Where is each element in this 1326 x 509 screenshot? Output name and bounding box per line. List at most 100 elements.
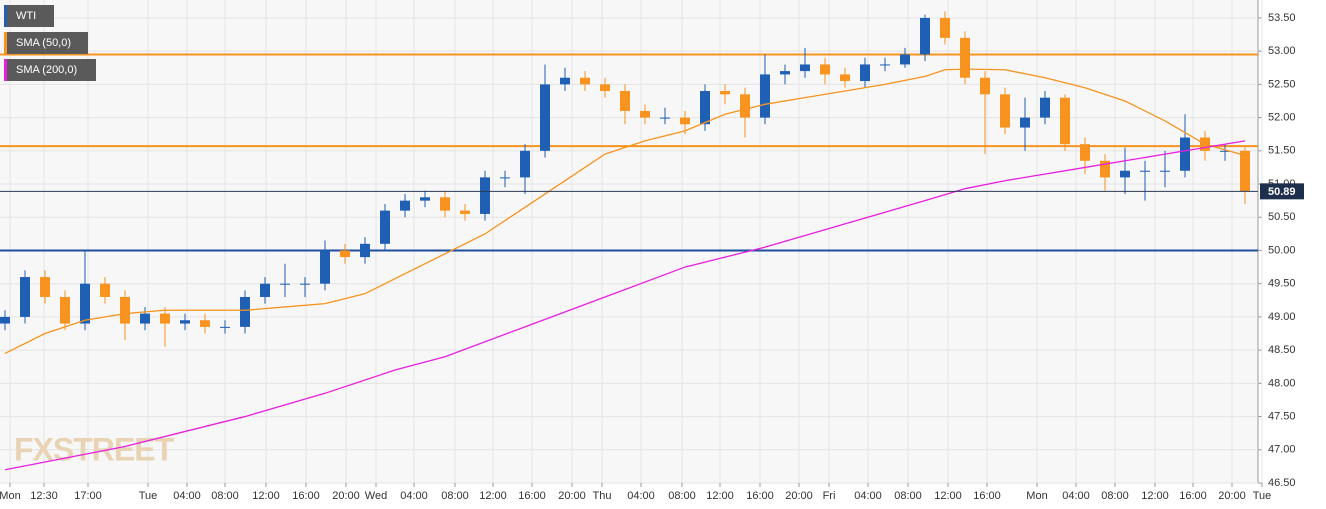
candle-body	[520, 150, 530, 178]
candle-body	[840, 74, 850, 82]
x-tick-label: 08:00	[1101, 490, 1129, 502]
candle-body	[0, 316, 10, 324]
candle-body	[500, 177, 510, 179]
y-tick-label: 46.50	[1268, 477, 1296, 489]
candle-body	[1220, 150, 1230, 152]
x-tick-label: 16:00	[292, 490, 320, 502]
candle-body	[40, 277, 50, 297]
candle-body	[860, 64, 870, 82]
sma-line	[4, 140, 1246, 471]
sma-line	[4, 68, 1246, 355]
candle-body	[1020, 117, 1030, 128]
y-tick-label: 52.00	[1268, 112, 1296, 124]
y-tick-label: 53.00	[1268, 45, 1296, 57]
x-tick-label: 08:00	[441, 490, 469, 502]
candle-body	[580, 77, 590, 85]
candle-body	[680, 117, 690, 125]
candle-body	[380, 210, 390, 244]
candle-body	[280, 283, 290, 285]
x-tick-label: 08:00	[894, 490, 922, 502]
candle-body	[1160, 170, 1170, 172]
x-tick-label: 16:00	[973, 490, 1001, 502]
candle-body	[120, 296, 130, 324]
candle-body	[1060, 97, 1070, 145]
candle-body	[880, 64, 890, 66]
candle-body	[1080, 144, 1090, 161]
candle-body	[1100, 160, 1110, 178]
x-tick-label: 12:30	[30, 490, 58, 502]
candle-body	[820, 64, 830, 75]
candle-body	[320, 250, 330, 284]
x-tick-label: 20:00	[785, 490, 813, 502]
candle-body	[780, 71, 790, 75]
y-tick-label: 53.50	[1268, 12, 1296, 24]
candle-body	[220, 326, 230, 328]
candle-body	[960, 37, 970, 78]
legend-swatch	[4, 59, 7, 81]
candle-body	[940, 17, 950, 38]
legend-label: SMA (200,0)	[16, 64, 77, 76]
candle-body	[1180, 137, 1190, 171]
x-tick-label: 04:00	[854, 490, 882, 502]
x-tick-label: 17:00	[74, 490, 102, 502]
candle-body	[800, 64, 810, 72]
candle-body	[700, 91, 710, 125]
legend-box	[4, 59, 96, 81]
candle-body	[1000, 94, 1010, 128]
x-tick-label: Mon	[1026, 490, 1047, 502]
x-tick-label: 04:00	[400, 490, 428, 502]
candle-body	[240, 296, 250, 327]
candle-body	[1140, 170, 1150, 172]
y-tick-label: 47.00	[1268, 444, 1296, 456]
legend-label: SMA (50,0)	[16, 37, 71, 49]
candle-body	[200, 320, 210, 327]
x-axis-area	[0, 483, 1258, 509]
candle-body	[20, 277, 30, 317]
x-tick-label: 12:00	[479, 490, 507, 502]
candle-body	[400, 200, 410, 211]
y-tick-label: 49.00	[1268, 311, 1296, 323]
candle-body	[760, 74, 770, 118]
candle-body	[480, 177, 490, 214]
plot	[0, 11, 1258, 471]
candle-body	[920, 17, 930, 55]
x-tick-label: 04:00	[173, 490, 201, 502]
candle-body	[1240, 150, 1250, 192]
x-tick-label: 20:00	[558, 490, 586, 502]
watermark: FXSTREET	[14, 431, 175, 467]
x-tick-label: 16:00	[746, 490, 774, 502]
x-tick-label: Wed	[365, 490, 387, 502]
x-tick-label: 04:00	[1062, 490, 1090, 502]
x-tick-label: Tue	[139, 490, 158, 502]
x-tick-label: 04:00	[627, 490, 655, 502]
y-tick-label: 49.50	[1268, 278, 1296, 290]
candle-body	[360, 243, 370, 258]
y-tick-label: 51.50	[1268, 145, 1296, 157]
x-tick-label: 08:00	[211, 490, 239, 502]
plot-area	[0, 0, 1258, 483]
x-tick-label: 12:00	[934, 490, 962, 502]
candle-body	[980, 77, 990, 95]
x-tick-label: 08:00	[668, 490, 696, 502]
y-tick-label: 48.50	[1268, 344, 1296, 356]
x-tick-label: 16:00	[518, 490, 546, 502]
y-axis-area	[1258, 0, 1326, 509]
legend-box	[4, 32, 88, 54]
x-tick-label: 16:00	[1179, 490, 1207, 502]
candle-body	[560, 77, 570, 85]
x-tick-label: Fri	[823, 490, 836, 502]
y-tick-label: 47.50	[1268, 410, 1296, 422]
candle-body	[460, 210, 470, 214]
legend-box	[4, 5, 54, 27]
candle-body	[60, 296, 70, 324]
x-tick-label: 20:00	[1218, 490, 1246, 502]
candle-body	[420, 197, 430, 201]
x-tick-label: 20:00	[332, 490, 360, 502]
x-tick-label: 12:00	[1141, 490, 1169, 502]
x-tick-label: Thu	[593, 490, 612, 502]
candle-body	[300, 283, 310, 285]
x-tick-label: Mon	[0, 490, 21, 502]
candle-body	[540, 84, 550, 151]
candle-body	[720, 91, 730, 95]
